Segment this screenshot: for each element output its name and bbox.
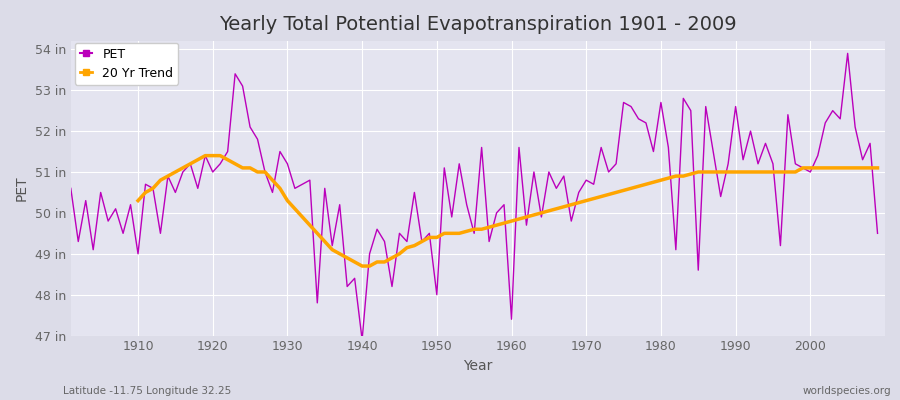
Legend: PET, 20 Yr Trend: PET, 20 Yr Trend xyxy=(75,42,178,85)
Y-axis label: PET: PET xyxy=(15,176,29,201)
Title: Yearly Total Potential Evapotranspiration 1901 - 2009: Yearly Total Potential Evapotranspiratio… xyxy=(219,15,737,34)
X-axis label: Year: Year xyxy=(464,359,492,373)
Text: worldspecies.org: worldspecies.org xyxy=(803,386,891,396)
Text: Latitude -11.75 Longitude 32.25: Latitude -11.75 Longitude 32.25 xyxy=(63,386,231,396)
